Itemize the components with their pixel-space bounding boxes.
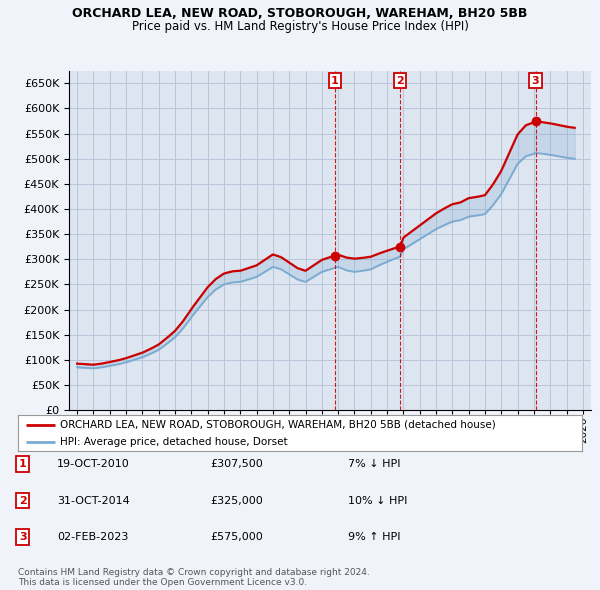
Text: Contains HM Land Registry data © Crown copyright and database right 2024.
This d: Contains HM Land Registry data © Crown c… xyxy=(18,568,370,587)
Text: £575,000: £575,000 xyxy=(210,532,263,542)
Text: ORCHARD LEA, NEW ROAD, STOBOROUGH, WAREHAM, BH20 5BB: ORCHARD LEA, NEW ROAD, STOBOROUGH, WAREH… xyxy=(73,7,527,20)
Text: 2: 2 xyxy=(19,496,26,506)
Text: 02-FEB-2023: 02-FEB-2023 xyxy=(57,532,128,542)
Text: 19-OCT-2010: 19-OCT-2010 xyxy=(57,459,130,469)
Text: £325,000: £325,000 xyxy=(210,496,263,506)
Text: 3: 3 xyxy=(19,532,26,542)
Text: 7% ↓ HPI: 7% ↓ HPI xyxy=(348,459,401,469)
Text: Price paid vs. HM Land Registry's House Price Index (HPI): Price paid vs. HM Land Registry's House … xyxy=(131,20,469,33)
Text: 3: 3 xyxy=(532,76,539,86)
Text: 1: 1 xyxy=(19,459,26,469)
Text: ORCHARD LEA, NEW ROAD, STOBOROUGH, WAREHAM, BH20 5BB (detached house): ORCHARD LEA, NEW ROAD, STOBOROUGH, WAREH… xyxy=(60,419,496,430)
Text: 2: 2 xyxy=(396,76,404,86)
Text: 31-OCT-2014: 31-OCT-2014 xyxy=(57,496,130,506)
Text: 1: 1 xyxy=(331,76,339,86)
Text: HPI: Average price, detached house, Dorset: HPI: Average price, detached house, Dors… xyxy=(60,437,288,447)
Text: 9% ↑ HPI: 9% ↑ HPI xyxy=(348,532,401,542)
Text: 10% ↓ HPI: 10% ↓ HPI xyxy=(348,496,407,506)
Text: £307,500: £307,500 xyxy=(210,459,263,469)
